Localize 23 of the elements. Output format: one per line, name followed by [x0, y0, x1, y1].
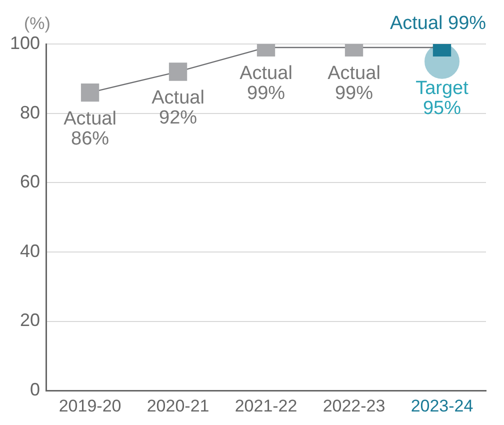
data-label: 95%	[422, 98, 462, 120]
y-tick-label: 40	[20, 240, 40, 261]
x-tick-label: 2023-24	[410, 396, 474, 416]
data-label: 86%	[71, 128, 110, 150]
data-label: 92%	[159, 107, 198, 128]
text: Actual	[64, 108, 116, 130]
x-tick-label: 2019-20	[58, 396, 122, 416]
text: Actual 99%	[390, 13, 486, 34]
series-label: Actual	[240, 63, 292, 84]
series-label: Target	[416, 78, 470, 100]
y-tick-label: 20	[20, 310, 40, 330]
x-tick-label: 2022-23	[322, 396, 386, 416]
x-tick-label: 2020-21	[146, 396, 210, 416]
y-tick-label: 100	[10, 32, 40, 53]
y-axis-title: (%)	[24, 14, 50, 34]
data-label: 99%	[247, 83, 286, 104]
text: Actual	[328, 63, 380, 84]
data-label: 99%	[334, 83, 374, 104]
y-tick-label: 60	[20, 172, 40, 192]
y-tick-label: 80	[20, 102, 40, 122]
text: Actual	[152, 87, 204, 108]
y-tick-label: 0	[30, 380, 40, 400]
x-tick-label: 2021-22	[234, 396, 298, 416]
